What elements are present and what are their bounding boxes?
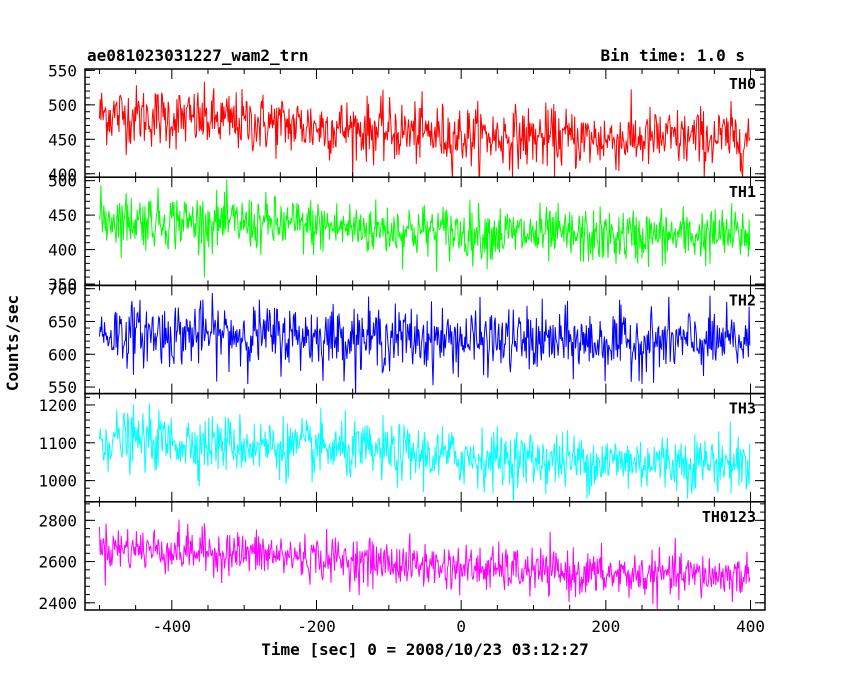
y-tick-label: 500 (48, 96, 77, 115)
panel-label-th3: TH3 (729, 400, 756, 418)
y-tick-label: 550 (48, 61, 77, 80)
series-line-th0123 (99, 519, 751, 610)
chart-title: ae081023031227_wam2_trn (87, 46, 309, 65)
y-tick-label: 550 (48, 378, 77, 397)
y-tick-label: 500 (48, 172, 77, 191)
y-tick-label: 1200 (38, 396, 77, 415)
y-tick-label: 2400 (38, 594, 77, 613)
panel-label-th1: TH1 (729, 183, 756, 201)
y-tick-label: 600 (48, 345, 77, 364)
y-tick-label: 400 (48, 165, 77, 184)
x-tick-label: -200 (297, 617, 336, 636)
y-tick-label: 450 (48, 130, 77, 149)
panel-frame-th0 (84, 68, 766, 178)
y-tick-label: 2600 (38, 553, 77, 572)
panel-label-th2: TH2 (729, 291, 756, 309)
x-tick-label: -400 (153, 617, 192, 636)
y-tick-label: 1000 (38, 472, 77, 491)
series-line-th2 (99, 292, 751, 394)
y-tick-label: 1100 (38, 434, 77, 453)
x-tick-label: 200 (591, 617, 620, 636)
y-tick-label: 350 (48, 275, 77, 294)
series-line-th0 (99, 81, 751, 178)
y-tick-label: 650 (48, 312, 77, 331)
x-tick-label: 400 (736, 617, 765, 636)
y-tick-label: 450 (48, 206, 77, 225)
bin-time-label: Bin time: 1.0 s (601, 46, 746, 65)
x-axis-label: Time [sec] 0 = 2008/10/23 03:12:27 (261, 640, 589, 659)
panels-group: 400 450 500 550 TH0 350 400 450 500 TH1 550 600 650 7… (38, 61, 766, 636)
panel-label-th0123: TH0123 (702, 508, 756, 526)
y-axis-label: Counts/sec (3, 295, 22, 391)
y-tick-label: 700 (48, 280, 77, 299)
x-tick-label: 0 (456, 617, 466, 636)
y-tick-label: 400 (48, 241, 77, 260)
y-tick-label: 2800 (38, 511, 77, 530)
panel-label-th0: TH0 (729, 75, 756, 93)
series-line-th3 (99, 403, 751, 502)
series-line-th1 (99, 179, 751, 278)
